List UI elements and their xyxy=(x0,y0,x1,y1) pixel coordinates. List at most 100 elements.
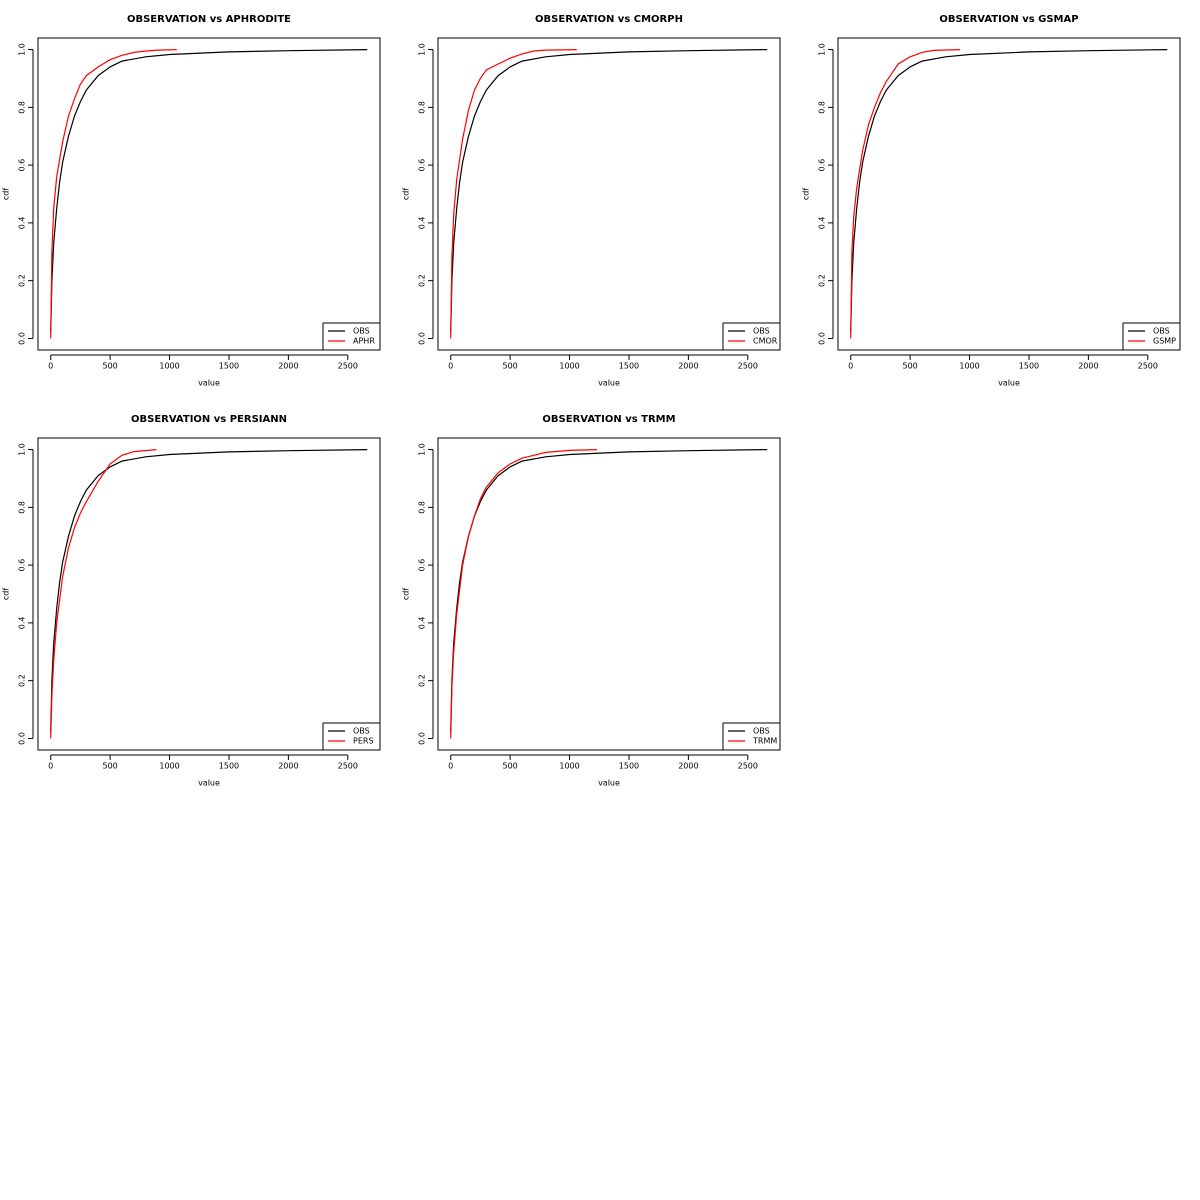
chart-title: OBSERVATION vs TRMM xyxy=(542,414,675,425)
legend-label: OBS xyxy=(353,327,370,336)
y-tick-label: 0.6 xyxy=(18,559,27,572)
y-tick-label: 0.4 xyxy=(418,617,427,630)
y-tick-label: 0.4 xyxy=(418,217,427,230)
y-tick-label: 0.0 xyxy=(18,732,27,745)
x-axis-label: value xyxy=(598,379,620,388)
plot-box xyxy=(437,437,781,751)
y-tick-label: 0.6 xyxy=(418,159,427,172)
x-tick-label: 2500 xyxy=(338,362,358,371)
x-tick-label: 2000 xyxy=(678,362,698,371)
plot-box xyxy=(37,37,381,351)
y-tick-label: 0.8 xyxy=(18,101,27,114)
x-axis-label: value xyxy=(598,779,620,788)
y-tick-label: 1.0 xyxy=(18,443,27,456)
x-tick-label: 0 xyxy=(448,362,453,371)
x-tick-label: 1500 xyxy=(619,762,639,771)
x-tick-label: 2000 xyxy=(278,362,298,371)
y-tick-label: 0.6 xyxy=(18,159,27,172)
y-tick-label: 0.0 xyxy=(418,732,427,745)
legend-label: GSMP xyxy=(1153,337,1176,346)
y-axis-label: cdf xyxy=(402,588,411,600)
x-tick-label: 1000 xyxy=(159,362,179,371)
x-axis-label: value xyxy=(198,779,220,788)
x-tick-label: 1500 xyxy=(1019,362,1039,371)
cdf-line xyxy=(50,49,177,339)
y-tick-label: 0.8 xyxy=(418,101,427,114)
x-tick-label: 2000 xyxy=(278,762,298,771)
legend-label: PERS xyxy=(353,737,374,746)
y-axis-label: cdf xyxy=(402,188,411,200)
y-tick-label: 0.4 xyxy=(18,617,27,630)
y-tick-label: 1.0 xyxy=(18,43,27,56)
x-tick-label: 0 xyxy=(848,362,853,371)
y-tick-label: 0.4 xyxy=(818,217,827,230)
x-tick-label: 2000 xyxy=(678,762,698,771)
y-tick-label: 0.2 xyxy=(418,274,427,287)
legend-box xyxy=(722,322,781,351)
x-tick-label: 1500 xyxy=(619,362,639,371)
y-tick-label: 1.0 xyxy=(418,43,427,56)
legend-box xyxy=(722,722,781,751)
x-tick-label: 2500 xyxy=(1138,362,1158,371)
cdf-line xyxy=(450,49,768,333)
y-tick-label: 0.2 xyxy=(818,274,827,287)
legend-label: CMOR xyxy=(753,337,778,346)
plot-box xyxy=(437,37,781,351)
y-tick-label: 0.0 xyxy=(18,332,27,345)
x-tick-label: 0 xyxy=(48,762,53,771)
chart-title: OBSERVATION vs CMORPH xyxy=(535,14,683,25)
legend-box xyxy=(1122,322,1181,351)
legend-label: TRMM xyxy=(752,737,777,746)
legend-label: OBS xyxy=(1153,327,1170,336)
cdf-line xyxy=(450,449,597,739)
legend-box xyxy=(322,322,381,351)
cdf-line xyxy=(450,449,768,733)
cdf-line xyxy=(50,49,368,333)
x-axis-label: value xyxy=(198,379,220,388)
x-tick-label: 500 xyxy=(502,362,517,371)
y-tick-label: 0.8 xyxy=(18,501,27,514)
x-tick-label: 2500 xyxy=(738,762,758,771)
y-tick-label: 1.0 xyxy=(818,43,827,56)
chart-title: OBSERVATION vs PERSIANN xyxy=(131,414,287,425)
chart-title: OBSERVATION vs GSMAP xyxy=(939,14,1078,25)
y-tick-label: 0.0 xyxy=(818,332,827,345)
x-tick-label: 500 xyxy=(902,362,917,371)
plot-box xyxy=(837,37,1181,351)
y-tick-label: 0.6 xyxy=(818,159,827,172)
x-tick-label: 1000 xyxy=(959,362,979,371)
x-tick-label: 1000 xyxy=(159,762,179,771)
y-tick-label: 0.8 xyxy=(418,501,427,514)
x-tick-label: 1500 xyxy=(219,762,239,771)
x-tick-label: 1000 xyxy=(559,362,579,371)
y-axis-label: cdf xyxy=(2,588,11,600)
legend-box xyxy=(322,722,381,751)
y-axis-label: cdf xyxy=(802,188,811,200)
legend-label: OBS xyxy=(753,327,770,336)
plot-box xyxy=(37,437,381,751)
x-tick-label: 500 xyxy=(102,762,117,771)
y-axis-label: cdf xyxy=(2,188,11,200)
y-tick-label: 0.8 xyxy=(818,101,827,114)
x-tick-label: 0 xyxy=(448,762,453,771)
x-tick-label: 2000 xyxy=(1078,362,1098,371)
x-tick-label: 2500 xyxy=(738,362,758,371)
x-tick-label: 0 xyxy=(48,362,53,371)
y-tick-label: 1.0 xyxy=(418,443,427,456)
x-tick-label: 1000 xyxy=(559,762,579,771)
x-axis-label: value xyxy=(998,379,1020,388)
cdf-line xyxy=(450,49,577,339)
cdf-line xyxy=(50,449,368,733)
y-tick-label: 0.6 xyxy=(418,559,427,572)
y-tick-label: 0.0 xyxy=(418,332,427,345)
cdf-line xyxy=(850,49,961,339)
x-tick-label: 500 xyxy=(502,762,517,771)
cdf-line xyxy=(850,49,1168,333)
y-tick-label: 0.2 xyxy=(18,674,27,687)
legend-label: OBS xyxy=(353,727,370,736)
y-tick-label: 0.2 xyxy=(18,274,27,287)
x-tick-label: 2500 xyxy=(338,762,358,771)
y-tick-label: 0.4 xyxy=(18,217,27,230)
